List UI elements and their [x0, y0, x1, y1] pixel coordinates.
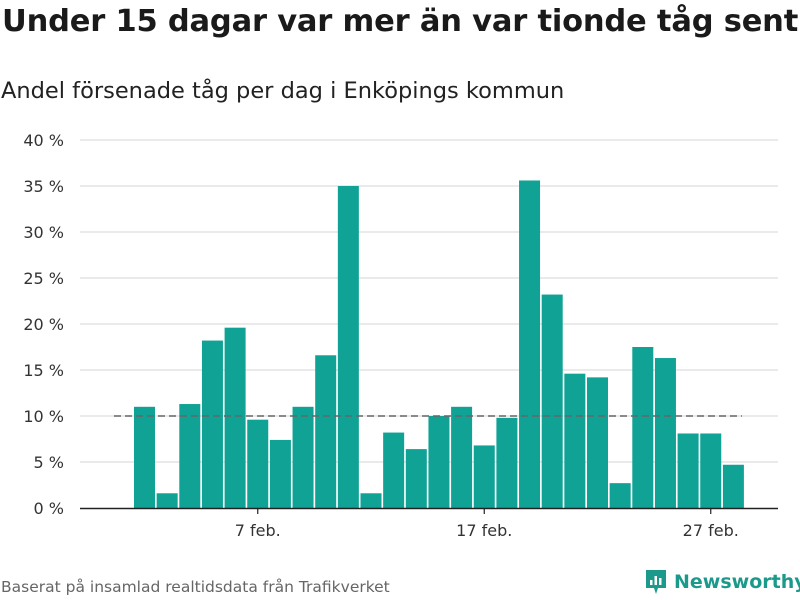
bar — [179, 404, 201, 508]
bar — [451, 406, 473, 508]
bar — [677, 433, 699, 508]
y-tick-label: 25 % — [23, 269, 64, 288]
bar — [247, 419, 269, 508]
bar — [383, 432, 405, 508]
bar — [496, 417, 518, 508]
x-tick-label: 17 feb. — [456, 521, 512, 540]
y-tick-label: 30 % — [23, 223, 64, 242]
brand-logo: Newsworthy — [644, 568, 800, 596]
bar — [269, 439, 291, 508]
newsworthy-logo-icon — [646, 570, 666, 594]
bar — [519, 180, 541, 509]
bar — [541, 294, 563, 508]
bar — [337, 186, 359, 508]
bar — [722, 464, 744, 508]
chart-title: Under 15 dagar var mer än var tionde tåg… — [2, 4, 799, 39]
bar — [201, 340, 223, 508]
bar — [156, 493, 178, 508]
y-tick-label: 15 % — [23, 361, 64, 380]
bar — [564, 373, 586, 508]
y-tick-label: 40 % — [23, 131, 64, 150]
source-note: Baserat på insamlad realtidsdata från Tr… — [1, 578, 390, 596]
y-tick-label: 35 % — [23, 177, 64, 196]
y-tick-label: 10 % — [23, 407, 64, 426]
x-tick-label: 27 feb. — [683, 521, 739, 540]
y-tick-label: 5 % — [34, 453, 64, 472]
bar — [315, 355, 337, 508]
bar — [292, 406, 314, 508]
bar — [360, 493, 382, 508]
bar — [587, 377, 608, 508]
bar — [224, 327, 246, 508]
y-tick-label: 20 % — [23, 315, 64, 334]
bar — [134, 406, 155, 508]
bar — [428, 416, 450, 508]
brand-name: Newsworthy — [674, 571, 800, 593]
bar — [632, 347, 654, 508]
chart-subtitle: Andel försenade tåg per dag i Enköpings … — [1, 78, 565, 104]
bar — [473, 445, 495, 508]
bar — [609, 483, 631, 508]
y-tick-label: 0 % — [34, 499, 64, 518]
x-tick-label: 7 feb. — [235, 521, 281, 540]
bar — [700, 433, 722, 508]
bar — [405, 449, 427, 508]
bar — [654, 358, 676, 508]
